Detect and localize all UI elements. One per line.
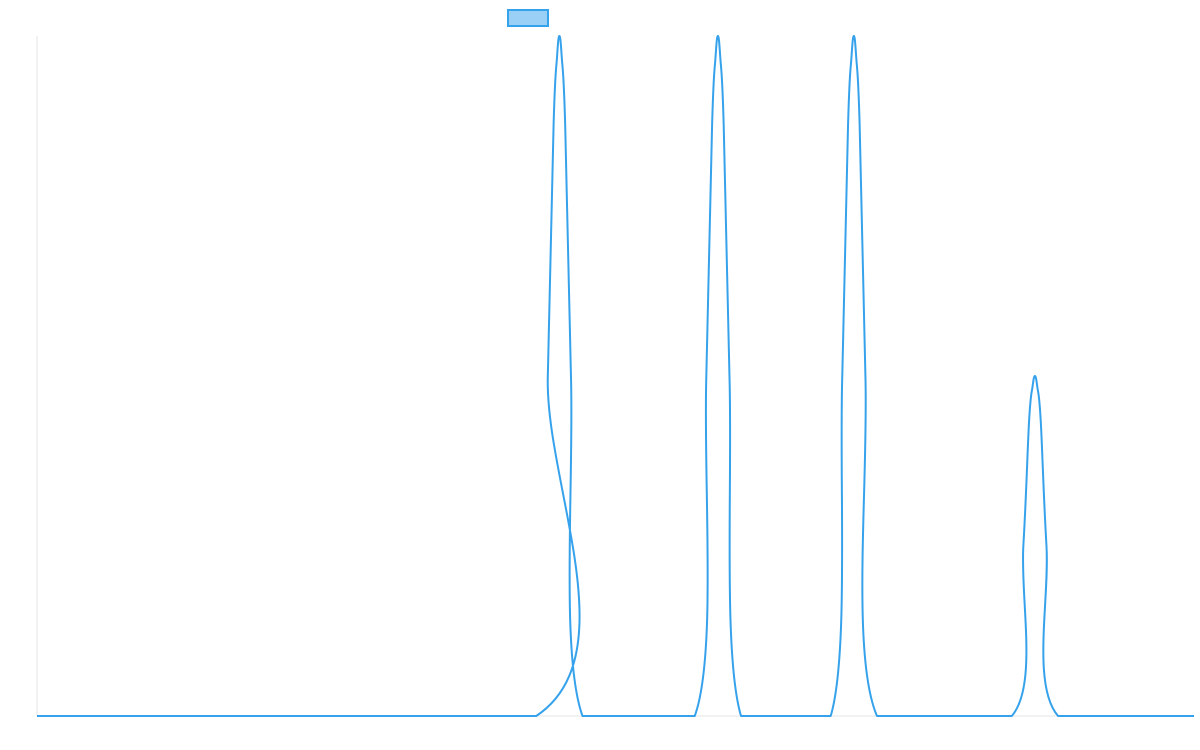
data-point[interactable] [580,713,586,719]
data-point[interactable] [1032,373,1038,379]
data-point[interactable] [568,373,574,379]
data-point[interactable] [715,33,721,39]
data-point[interactable] [559,53,565,59]
data-point[interactable] [828,713,834,719]
data-point[interactable] [1034,383,1040,389]
data-point[interactable] [709,121,715,127]
data-point[interactable] [1038,417,1044,423]
data-point[interactable] [34,713,40,719]
data-point[interactable] [703,373,709,379]
data-point[interactable] [839,373,845,379]
data-point[interactable] [1026,417,1032,423]
data-point[interactable] [1191,713,1197,719]
data-point[interactable] [726,373,732,379]
series-group [34,33,1197,719]
data-point[interactable] [562,121,568,127]
data-point[interactable] [862,373,868,379]
data-point[interactable] [1009,713,1015,719]
legend-swatch[interactable] [507,9,549,27]
data-point[interactable] [738,713,744,719]
data-point[interactable] [545,373,551,379]
series-line-0[interactable] [37,35,1194,718]
data-point[interactable] [857,121,863,127]
data-point[interactable] [551,121,557,127]
data-point[interactable] [1055,713,1061,719]
data-point[interactable] [845,121,851,127]
data-point[interactable] [692,713,698,719]
data-point[interactable] [721,121,727,127]
data-point[interactable] [853,53,859,59]
data-point[interactable] [717,53,723,59]
data-point[interactable] [1043,543,1049,549]
data-point[interactable] [556,33,562,39]
data-point[interactable] [1020,543,1026,549]
data-point[interactable] [851,33,857,39]
data-point[interactable] [874,713,880,719]
data-point[interactable] [533,713,539,719]
